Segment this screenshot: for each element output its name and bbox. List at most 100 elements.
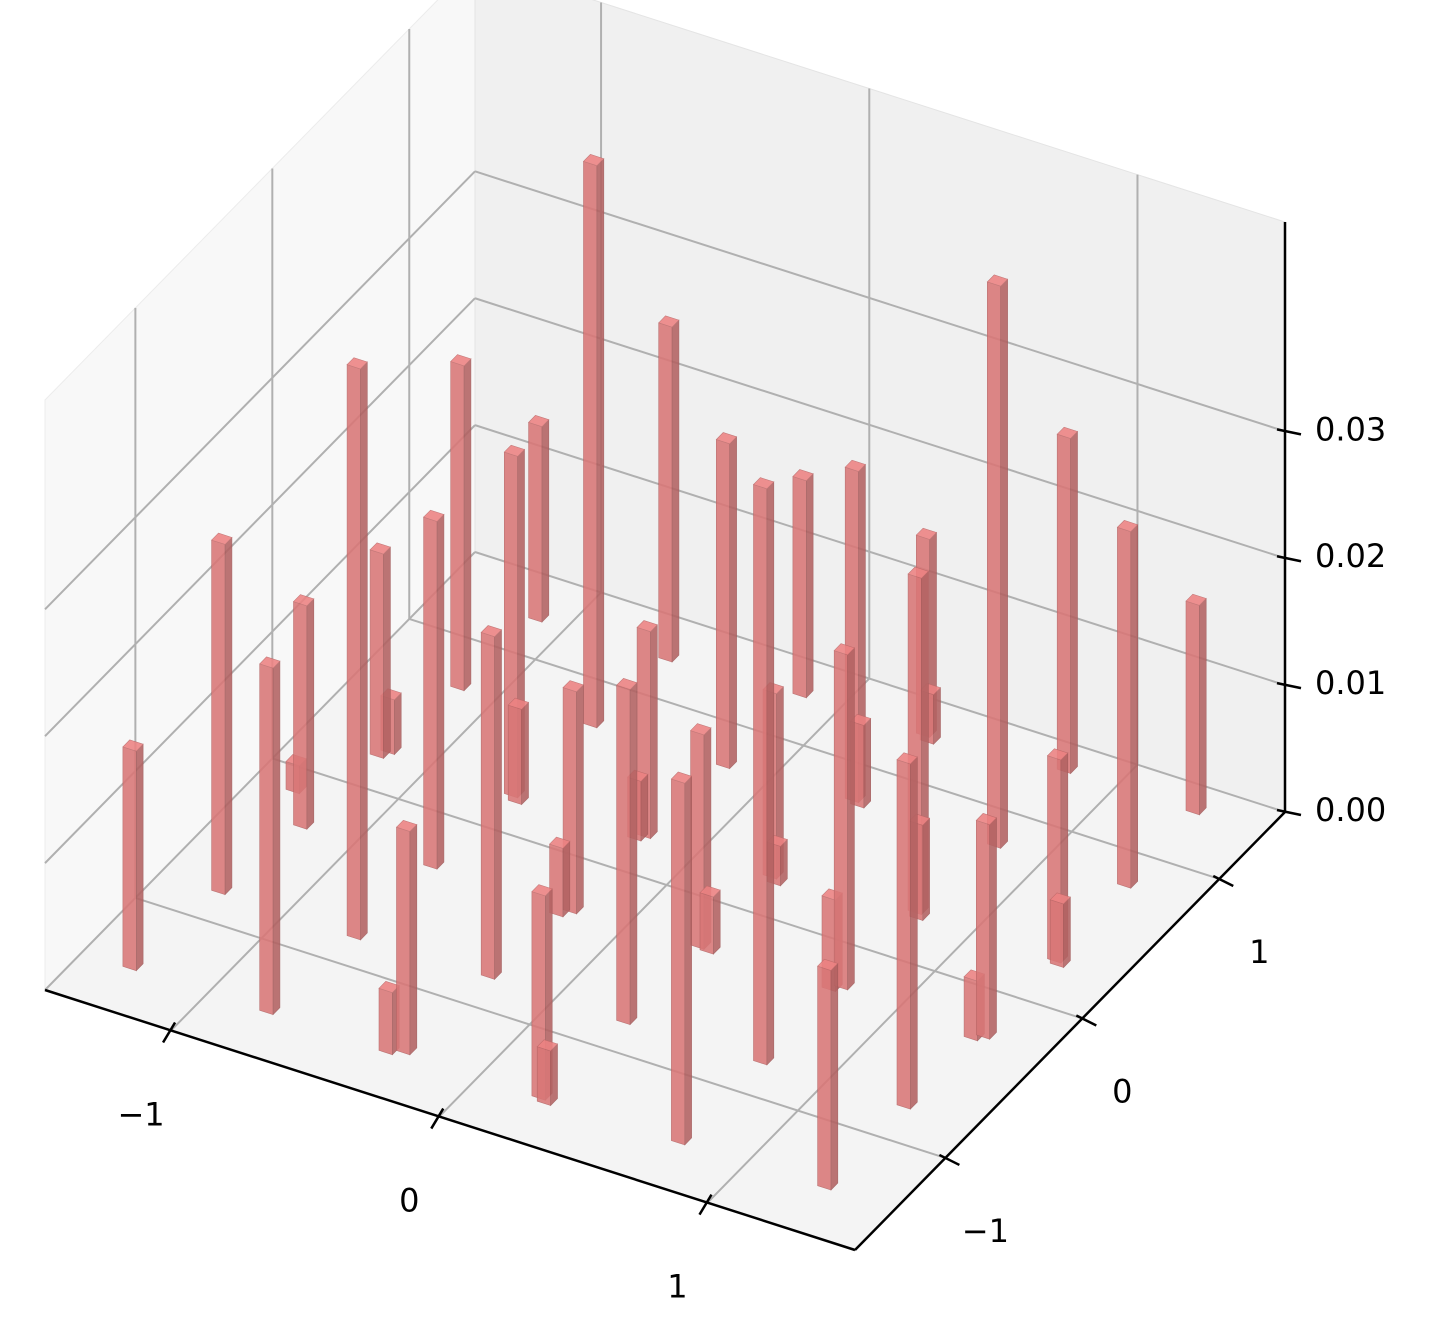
bar-face-top: [616, 678, 638, 691]
bar: [369, 542, 391, 760]
bar-face-top: [507, 697, 530, 710]
bar-face-right: [272, 660, 281, 1016]
bar: [549, 836, 571, 918]
bar: [616, 678, 638, 1026]
bar-face-left: [817, 965, 832, 1191]
bar-face-right: [1199, 597, 1207, 816]
bar: [378, 980, 400, 1056]
bar: [528, 415, 550, 623]
bar-face-left: [536, 1046, 551, 1106]
bar-face-top: [792, 469, 814, 482]
bar-face-left: [963, 976, 978, 1042]
bar: [817, 958, 839, 1191]
bar-face-left: [792, 476, 807, 699]
bar-face-top: [1046, 748, 1069, 761]
bar-face-right: [629, 681, 638, 1026]
bar: [1056, 426, 1079, 775]
bar: [122, 739, 144, 972]
bar-face-top: [699, 885, 721, 898]
bar-face-left: [583, 160, 598, 729]
bar-face-top: [423, 509, 445, 522]
bar-face-left: [259, 663, 274, 1016]
bar-face-right: [562, 840, 571, 918]
z-tick-label: 0.00: [1315, 791, 1386, 829]
bar-face-top: [536, 1039, 559, 1052]
bar: [395, 819, 418, 1056]
y-tick: [1212, 874, 1234, 888]
bar-face-top: [369, 542, 391, 555]
bar-face-top: [292, 594, 315, 607]
z-tick: [1276, 681, 1302, 690]
bar-face-right: [830, 962, 839, 1191]
bar-face-left: [346, 364, 361, 941]
bar-face-left: [480, 631, 495, 980]
bar-face-right: [1130, 523, 1138, 889]
z-grid-left: [44, 297, 476, 737]
bar-face-top: [562, 680, 584, 693]
bar: [292, 594, 315, 830]
bar: [1116, 520, 1139, 889]
bar-face-top: [259, 656, 281, 669]
bar-face-top: [531, 884, 553, 897]
bar-face-top: [849, 713, 872, 726]
bar: [1049, 892, 1071, 969]
bar-face-left: [975, 819, 991, 1040]
bar: [423, 509, 445, 870]
bar: [670, 771, 693, 1146]
z-tick-label: 0.01: [1315, 664, 1386, 702]
bar: [896, 752, 918, 1110]
bar: [507, 697, 530, 806]
bar-face-right: [910, 756, 918, 1110]
bar: [658, 315, 680, 663]
bar-face-left: [122, 746, 137, 972]
bar-face-right: [521, 701, 529, 806]
bar: [715, 432, 738, 770]
bar-face-left: [833, 650, 848, 991]
x-tick-label: 0: [399, 1182, 419, 1220]
bar: [986, 274, 1009, 850]
bar-face-top: [670, 771, 693, 784]
bar-face-top: [975, 813, 998, 826]
bar-face-left: [671, 778, 686, 1146]
bar-face-right: [596, 157, 605, 729]
y-tick-label: 0: [1112, 1072, 1132, 1110]
bar-face-left: [423, 516, 438, 870]
bar-face-right: [729, 436, 737, 770]
bar-face-right: [922, 817, 930, 922]
bar-face-right: [394, 692, 402, 756]
bar-face-right: [409, 823, 418, 1056]
bar-face-right: [805, 473, 814, 699]
z-grid-left: [44, 424, 476, 864]
bar: [562, 680, 584, 915]
bar-face-left: [1049, 899, 1064, 968]
bar-face-left: [753, 484, 768, 1066]
bar: [792, 469, 814, 699]
bar-face-top: [986, 274, 1009, 287]
z-tick-label: 0.03: [1315, 410, 1386, 448]
bar-face-right: [436, 513, 445, 870]
bar-face-top: [503, 444, 526, 457]
z-grid-left: [44, 170, 476, 611]
bar: [536, 1039, 559, 1107]
bar: [833, 643, 855, 991]
bar-face-top: [915, 527, 938, 540]
bar-face-left: [293, 601, 308, 830]
z-grid-back: [474, 551, 1286, 813]
y-tick: [1075, 1014, 1097, 1027]
x-tick-label: 1: [667, 1268, 687, 1306]
bar: [582, 154, 605, 729]
bar-face-left: [396, 826, 411, 1056]
bar-face-right: [989, 817, 997, 1040]
bar-face-right: [766, 481, 775, 1066]
bar-face-top: [395, 819, 418, 832]
bar-face-top: [1056, 426, 1079, 439]
x-tick: [698, 1194, 713, 1216]
bar-face-top: [1116, 520, 1139, 532]
bar-face-right: [780, 838, 788, 887]
bar-face-right: [933, 686, 941, 745]
y-tick-label: 1: [1249, 933, 1269, 971]
bar-face-top: [1049, 892, 1071, 905]
bar-face-left: [715, 439, 731, 770]
